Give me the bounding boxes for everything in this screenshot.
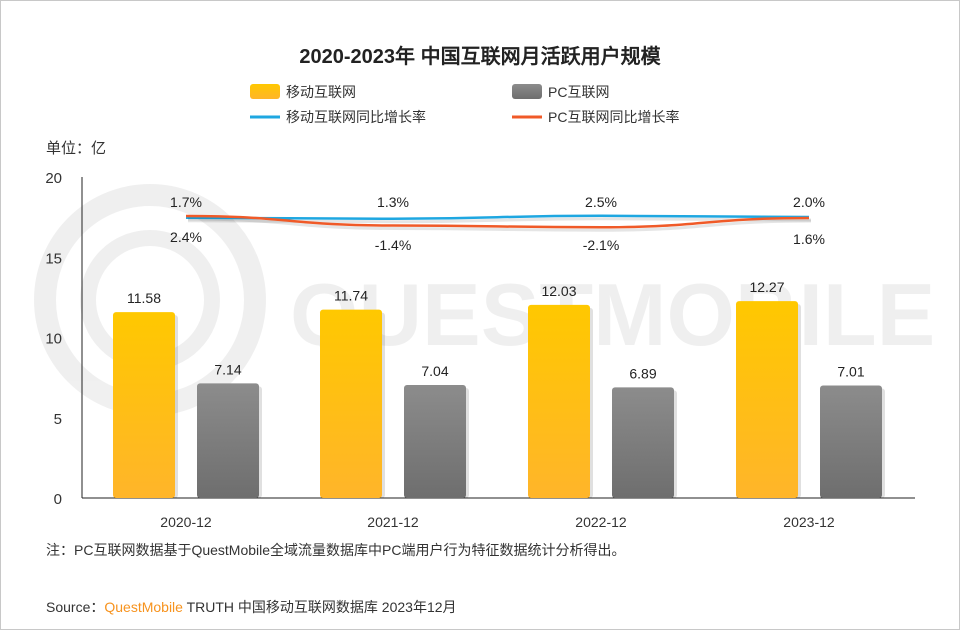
line-value-label: 1.3% bbox=[377, 194, 409, 210]
legend-label: PC互联网同比增长率 bbox=[548, 109, 679, 125]
bar bbox=[528, 304, 590, 498]
legend-swatch bbox=[512, 84, 542, 99]
line-value-label: -2.1% bbox=[583, 237, 620, 253]
bar bbox=[197, 383, 259, 498]
line-value-label: -1.4% bbox=[375, 237, 412, 253]
bar bbox=[320, 309, 382, 498]
legend-label: 移动互联网同比增长率 bbox=[286, 109, 426, 125]
source-prefix: Source： bbox=[46, 599, 105, 615]
bar-value-label: 6.89 bbox=[629, 365, 656, 381]
source-rest: TRUTH 中国移动互联网数据库 2023年12月 bbox=[182, 599, 457, 615]
legend-label: 移动互联网 bbox=[286, 84, 356, 100]
bar bbox=[612, 387, 674, 498]
bar bbox=[820, 385, 882, 498]
source-line: Source：QuestMobile TRUTH 中国移动互联网数据库 2023… bbox=[46, 597, 457, 617]
bar-value-label: 7.14 bbox=[214, 361, 241, 377]
x-tick-label: 2022-12 bbox=[575, 514, 627, 530]
y-tick-label: 0 bbox=[54, 491, 62, 508]
x-tick-label: 2023-12 bbox=[783, 514, 835, 530]
line-value-label: 2.5% bbox=[585, 194, 617, 210]
source-brand: QuestMobile bbox=[104, 599, 183, 615]
bar-value-label: 7.04 bbox=[421, 363, 448, 379]
bar-value-label: 12.03 bbox=[541, 283, 576, 299]
growth-line bbox=[185, 214, 810, 229]
watermark: QUESTMOBILE bbox=[34, 184, 935, 416]
bar-value-label: 11.74 bbox=[334, 288, 368, 304]
x-tick-label: 2020-12 bbox=[160, 514, 212, 530]
line-value-label: 2.4% bbox=[170, 229, 202, 245]
line-value-label: 1.6% bbox=[793, 231, 825, 247]
y-tick-label: 5 bbox=[54, 411, 62, 428]
y-tick-label: 20 bbox=[45, 170, 62, 187]
bar bbox=[404, 385, 466, 498]
unit-label: 单位：亿 bbox=[46, 140, 106, 157]
bar-value-label: 7.01 bbox=[837, 363, 864, 379]
x-tick-label: 2021-12 bbox=[367, 514, 419, 530]
legend-swatch bbox=[250, 84, 280, 99]
bar-value-label: 11.58 bbox=[127, 290, 161, 306]
chart-title: 2020-2023年 中国互联网月活跃用户规模 bbox=[299, 44, 661, 68]
growth-line bbox=[185, 214, 810, 221]
y-tick-label: 15 bbox=[45, 250, 62, 267]
footnote: 注：PC互联网数据基于QuestMobile全域流量数据库中PC端用户行为特征数… bbox=[46, 542, 626, 558]
bar bbox=[113, 312, 175, 498]
y-tick-label: 10 bbox=[45, 331, 62, 348]
legend-label: PC互联网 bbox=[548, 84, 609, 100]
line-value-label: 1.7% bbox=[170, 194, 202, 210]
svg-text:QUESTMOBILE: QUESTMOBILE bbox=[290, 265, 935, 364]
bar-value-label: 12.27 bbox=[749, 279, 784, 295]
line-value-label: 2.0% bbox=[793, 194, 825, 210]
bar bbox=[736, 301, 798, 498]
